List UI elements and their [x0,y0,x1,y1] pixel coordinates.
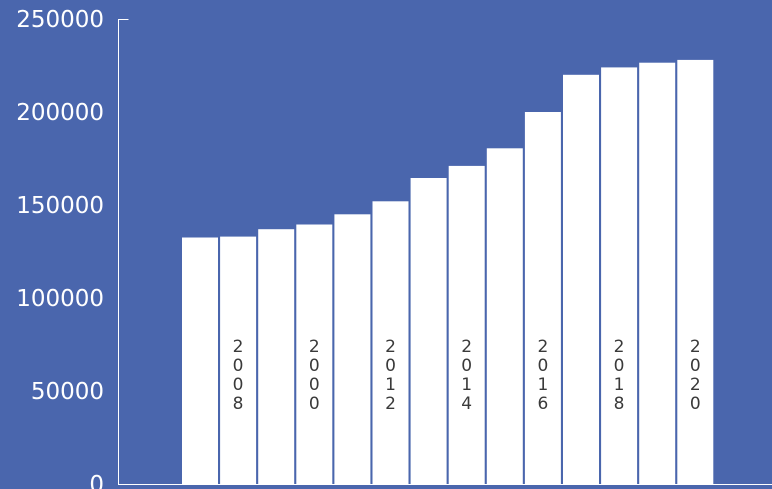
bar-2016 [524,112,561,484]
bar-2017 [563,74,599,485]
bars [182,59,714,485]
y-tick-labels: 0 50000 100000 150000 200000 250000 [16,7,104,489]
bar-2020 [677,59,714,485]
bar-2015 [486,148,523,485]
bar-2010 [296,224,333,484]
y-tick-label: 200000 [16,100,104,126]
bar-2012 [372,201,409,485]
bar-2008 [220,236,257,484]
y-tick-label: 0 [89,472,104,489]
y-tick-label: 250000 [16,7,104,33]
bar-2011 [334,214,371,485]
bar-2019 [639,62,676,484]
bar-2007 [182,237,218,484]
bar-2014 [448,165,485,484]
x-tick-labels: 2 0 0 8 2 0 0 0 2 0 1 2 2 0 1 4 2 0 1 6 2 0 1 8 2 0 2 0 [233,337,701,414]
y-tick-label: 100000 [16,286,104,312]
bar-2018 [601,67,638,485]
y-axis-line [118,19,772,485]
bar-2013 [410,178,447,484]
bar-2009 [258,229,295,484]
y-tick-label: 150000 [16,193,104,219]
y-tick-label: 50000 [31,379,104,405]
y-axis [118,19,772,485]
